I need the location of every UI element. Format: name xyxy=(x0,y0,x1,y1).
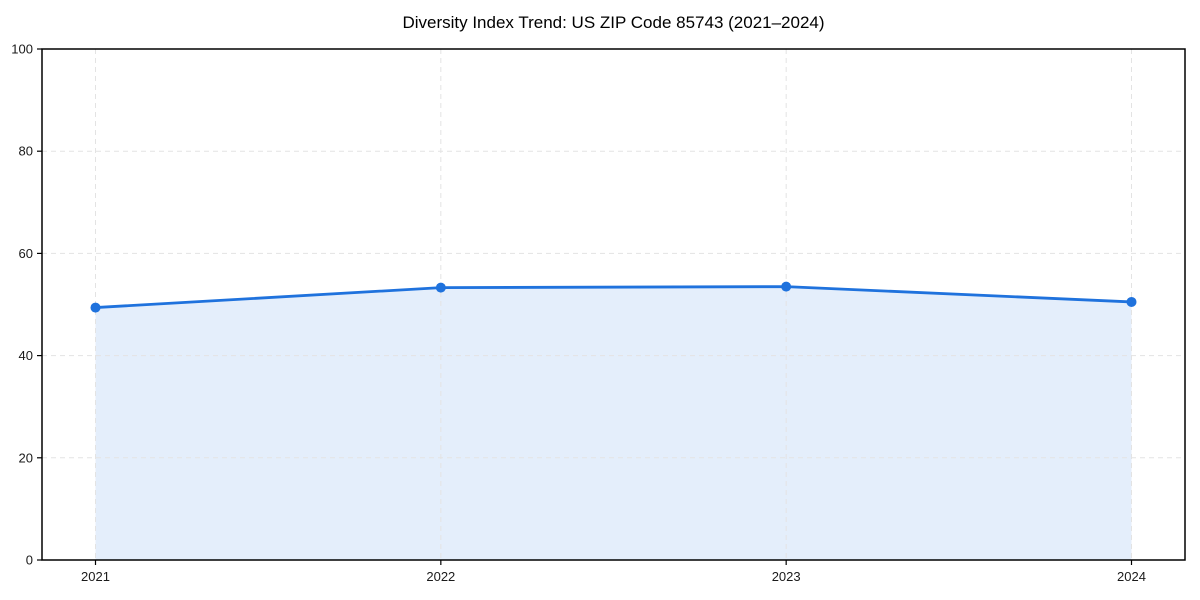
x-tick-label: 2024 xyxy=(1117,569,1146,584)
y-tick-label: 100 xyxy=(11,42,33,57)
y-tick-label: 0 xyxy=(26,553,33,568)
plot-border xyxy=(41,48,1186,561)
area-fill xyxy=(95,286,1132,560)
x-tick-label: 2023 xyxy=(772,569,801,584)
data-point xyxy=(1126,296,1137,307)
y-tick-label: 40 xyxy=(19,348,33,363)
y-tick-label: 20 xyxy=(19,450,33,465)
chart-title: Diversity Index Trend: US ZIP Code 85743… xyxy=(402,13,825,32)
data-point xyxy=(781,281,792,292)
y-tick-label: 80 xyxy=(19,144,33,159)
data-point xyxy=(90,302,101,313)
trend-line xyxy=(94,285,1133,309)
y-tick-label: 60 xyxy=(19,246,33,261)
x-tick-label: 2021 xyxy=(81,569,110,584)
data-point xyxy=(435,282,446,293)
x-tick-label: 2022 xyxy=(426,569,455,584)
